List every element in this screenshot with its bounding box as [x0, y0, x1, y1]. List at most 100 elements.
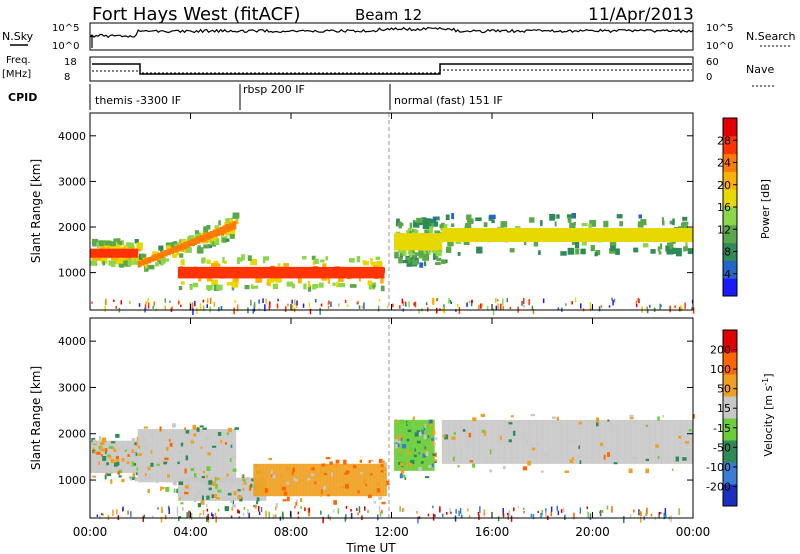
velocity-mark-4-69 [397, 440, 401, 444]
velocity-speckle-174 [402, 508, 404, 512]
velocity-colorbar-swatch [723, 484, 737, 507]
velocity-mark-3-45 [378, 496, 383, 500]
power-core-4-11 [533, 228, 543, 242]
velocity-mark-1-50 [159, 426, 162, 432]
velocity-core-2-31 [246, 477, 249, 501]
power-mark-0-79 [92, 239, 97, 247]
velocity-mark-1-45 [217, 432, 222, 436]
velocity-speckle-67 [646, 507, 648, 515]
velocity-mark-1-14 [180, 442, 184, 447]
power-core-4-10 [525, 228, 535, 242]
velocity-mark-5-53 [569, 439, 572, 445]
power-speckle-6 [692, 307, 695, 314]
velocity-mark-5-11 [645, 468, 649, 474]
velocity-mark-0-9 [135, 441, 139, 446]
power-mark-3-82 [424, 229, 430, 234]
velocity-mark-3-44 [370, 473, 373, 476]
power-mark-4-9 [650, 249, 656, 254]
velocity-mark-4-67 [428, 465, 432, 468]
power-core-1-18 [196, 236, 201, 244]
power-core-0-29 [136, 248, 139, 258]
power-speckle-28 [129, 300, 131, 305]
power-speckle-62 [218, 307, 220, 312]
velocity-mark-2-32 [212, 477, 215, 481]
velocity-core-5-14 [529, 419, 537, 464]
velocity-mark-1-34 [138, 445, 141, 449]
power-mark-0-90 [96, 242, 99, 248]
power-core-4-19 [600, 228, 610, 242]
velocity-speckle-64 [210, 512, 213, 517]
velocity-colorbar-tick-label: 100 [710, 363, 731, 376]
power-speckle-82 [531, 305, 534, 310]
velocity-speckle-62 [337, 508, 340, 514]
power-mark-3-108 [439, 224, 443, 228]
power-mark-2-88 [206, 259, 211, 264]
power-core-1-16 [190, 239, 194, 247]
power-mark-3-95 [394, 251, 399, 259]
power-core-2-25 [349, 266, 357, 279]
power-core-0-22 [125, 248, 128, 258]
velocity-speckle-66 [432, 513, 435, 521]
power-speckle-42 [497, 303, 499, 310]
velocity-mark-5-54 [510, 415, 514, 418]
velocity-core-1-9 [159, 429, 163, 483]
power-mark-4-14 [590, 245, 595, 252]
power-speckle-155 [363, 302, 365, 309]
velocity-speckle-101 [230, 515, 233, 519]
velocity-core-4-30 [424, 419, 426, 471]
date-title: 11/Apr/2013 [588, 5, 694, 25]
power-core-0-27 [133, 248, 136, 258]
velocity-mark-1-20 [199, 425, 204, 428]
power-core-1-1 [141, 259, 145, 266]
power-core-4-17 [584, 228, 593, 242]
velocity-mark-2-44 [184, 485, 189, 489]
power-mark-0-91 [104, 241, 112, 246]
power-core-1-20 [203, 233, 207, 241]
velocity-core-4-14 [408, 419, 410, 471]
power-speckle-81 [611, 297, 613, 301]
velocity-mark-4-23 [434, 437, 438, 440]
x-tick-label: 20:00 [575, 525, 610, 539]
velocity-mark-3-55 [380, 470, 384, 473]
power-core-0-12 [109, 248, 112, 258]
power-speckle-71 [113, 299, 115, 302]
power-mark-3-59 [406, 262, 412, 267]
power-speckle-34 [147, 302, 150, 309]
power-mark-1-49 [209, 239, 213, 246]
velocity-mark-5-23 [442, 434, 446, 438]
velocity-core-3-14 [299, 463, 304, 497]
freq-tick-top: 18 [64, 57, 77, 68]
power-mark-0-94 [126, 255, 129, 261]
power-mark-1-63 [213, 238, 220, 245]
velocity-mark-3-15 [343, 459, 347, 465]
power-core-3-1 [395, 233, 398, 251]
power-core-3-11 [411, 233, 414, 251]
power-mark-2-68 [272, 283, 278, 289]
velocity-core-0-9 [100, 440, 103, 474]
power-mark-0-20 [117, 246, 124, 250]
velocity-core-1-14 [172, 429, 175, 483]
velocity-speckle-114 [670, 515, 672, 523]
freq-panel-frame [89, 56, 694, 82]
velocity-mark-3-33 [368, 460, 371, 464]
velocity-mark-2-55 [256, 497, 260, 502]
velocity-mark-3-25 [335, 463, 338, 468]
power-mark-1-86 [185, 247, 192, 253]
power-core-2-28 [370, 266, 378, 279]
power-speckle-54 [418, 308, 420, 314]
power-core-0-17 [117, 248, 120, 258]
y-tick-label: 3000 [58, 381, 86, 394]
power-mark-2-29 [222, 256, 225, 264]
velocity-colorbar-label: Velocity [m s-1] [761, 373, 775, 456]
power-core-4-4 [475, 228, 485, 242]
power-mark-2-7 [286, 281, 294, 287]
velocity-mark-5-8 [645, 424, 648, 428]
velocity-mark-1-59 [190, 468, 195, 472]
power-core-2-3 [198, 266, 206, 279]
velocity-mark-3-28 [292, 467, 296, 473]
power-mark-2-21 [312, 260, 316, 265]
power-speckle-83 [250, 299, 252, 306]
velocity-mark-0-12 [135, 472, 138, 476]
velocity-colorbar-frame [722, 329, 738, 507]
velocity-speckle-85 [587, 511, 589, 519]
